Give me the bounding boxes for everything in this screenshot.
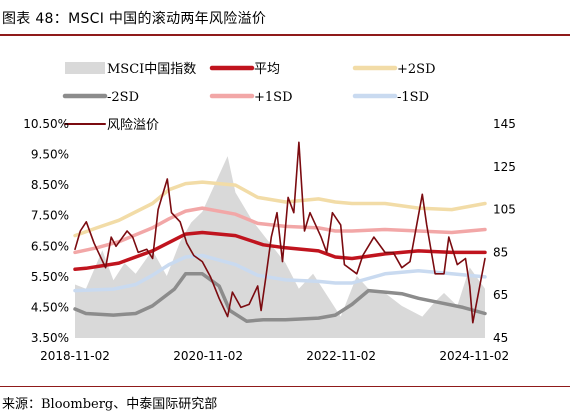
- legend-item-series-line-minus-1sd: -1SD: [352, 90, 429, 105]
- y-left-tick-label: 4.50%: [31, 300, 69, 314]
- x-tick-label: 2018-11-02: [40, 349, 110, 363]
- y-left-tick-label: 7.50%: [31, 209, 69, 223]
- legend-item-series-line-average: 平均: [209, 62, 280, 77]
- y-left-tick-label: 9.50%: [31, 148, 69, 162]
- y-right-tick-label: 125: [493, 160, 516, 174]
- series-line-plus-2sd: [73, 180, 487, 238]
- legend-item-series-line-risk-premium: 风险溢价: [64, 118, 159, 133]
- chart-legend: MSCI中国指数 平均 +2SD -2SD +1SD -1SD 风险溢价: [62, 62, 436, 133]
- legend-label: +2SD: [397, 62, 436, 77]
- series-line-plus-1sd: [73, 206, 487, 255]
- y-left-tick-label: 10.50%: [23, 117, 69, 131]
- legend-item-series-line-minus-2sd: -2SD: [62, 90, 139, 105]
- legend-label: MSCI中国指数: [107, 62, 196, 77]
- y-left-tick-label: 6.50%: [31, 239, 69, 253]
- legend-item-index: MSCI中国指数: [65, 62, 196, 77]
- series-line-minus-2sd: [73, 272, 487, 323]
- x-tick-label: 2022-11-02: [306, 349, 376, 363]
- x-tick-label: 2020-11-02: [173, 349, 243, 363]
- legend-label: 风险溢价: [107, 118, 159, 133]
- y-right-tick-label: 65: [493, 288, 508, 302]
- legend-label: 平均: [254, 62, 280, 77]
- y-left-tick-label: 5.50%: [31, 270, 69, 284]
- legend-item-series-line-plus-1sd: +1SD: [209, 90, 293, 105]
- y-right-tick-label: 45: [493, 331, 508, 345]
- risk-premium-chart: MSCI中国指数 平均 +2SD -2SD +1SD -1SD 风险溢价 3.50% 4.50…: [23, 62, 516, 363]
- y-left-tick-label: 8.50%: [31, 178, 69, 192]
- y-right-tick-label: 145: [493, 117, 516, 131]
- source-note: 来源：Bloomberg、中泰国际研究部: [2, 397, 218, 412]
- series-line-average: [73, 230, 487, 271]
- figure-title: 图表 48：MSCI 中国的滚动两年风险溢价: [2, 11, 267, 27]
- x-tick-label: 2024-11-02: [439, 349, 509, 363]
- legend-label: -1SD: [397, 90, 429, 105]
- legend-item-series-line-plus-2sd: +2SD: [352, 62, 436, 77]
- legend-label: -2SD: [107, 90, 139, 105]
- y-left-tick-label: 3.50%: [31, 331, 69, 345]
- y-right-tick-label: 105: [493, 203, 516, 217]
- title-rule: [0, 34, 570, 36]
- legend-label: +1SD: [254, 90, 293, 105]
- source-rule: [0, 386, 570, 387]
- series-line-minus-1sd: [73, 253, 487, 293]
- y-right-tick-label: 85: [493, 245, 508, 259]
- series-line-risk-premium: [74, 141, 486, 324]
- legend-swatch: [65, 62, 105, 74]
